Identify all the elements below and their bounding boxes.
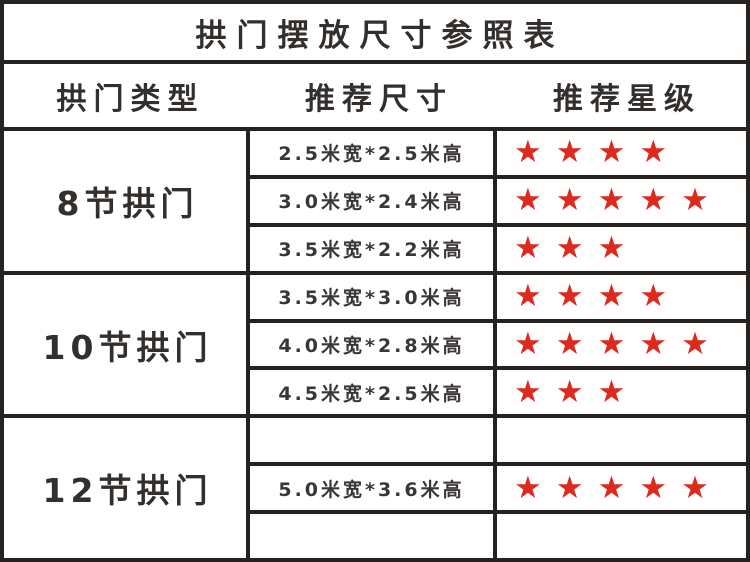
- section-10-joint-arch: 10节拱门 3.5米宽*3.0米高 ★★★★ 4.0米宽*2.8米高 ★★★★★…: [4, 274, 746, 419]
- star-rating: [497, 418, 746, 462]
- size-value: 3.5米宽*3.0米高: [250, 274, 497, 319]
- star-rating: ★★★★★: [514, 469, 723, 506]
- column-header-recommended-size: 推荐尺寸: [305, 81, 453, 117]
- size-value: [250, 418, 497, 463]
- table-row: [250, 418, 746, 467]
- size-value: 4.0米宽*2.8米高: [250, 322, 497, 367]
- table-title: 拱门摆放尺寸参照表: [4, 4, 746, 64]
- star-rating: ★★★: [514, 373, 640, 410]
- star-rating: ★★★★: [514, 134, 682, 171]
- star-rating: [497, 514, 746, 558]
- star-rating: ★★★★: [514, 278, 682, 315]
- table-header: 拱门类型 推荐尺寸 推荐星级: [4, 64, 746, 131]
- column-header-recommended-stars: 推荐星级: [553, 81, 701, 117]
- size-value: 3.0米宽*2.4米高: [250, 178, 497, 223]
- table-row: 3.5米宽*2.2米高 ★★★: [250, 226, 746, 271]
- size-value: 2.5米宽*2.5米高: [250, 131, 497, 175]
- table-row: 3.0米宽*2.4米高 ★★★★★: [250, 178, 746, 227]
- arch-type-label: 10节拱门: [4, 274, 250, 415]
- size-value: 5.0米宽*3.6米高: [250, 466, 497, 511]
- table-row: 4.5米宽*2.5米高 ★★★: [250, 370, 746, 415]
- table-row: [250, 514, 746, 559]
- star-rating: ★★★★★: [514, 326, 723, 362]
- arch-type-label: 8节拱门: [4, 131, 250, 271]
- star-rating: ★★★: [514, 230, 640, 267]
- arch-type-label: 12节拱门: [4, 418, 250, 559]
- table-row: 4.0米宽*2.8米高 ★★★★★: [250, 322, 746, 371]
- size-value: 3.5米宽*2.2米高: [250, 226, 497, 271]
- star-rating: ★★★★★: [514, 182, 723, 219]
- table-row: 3.5米宽*3.0米高 ★★★★: [250, 274, 746, 323]
- table-row: 2.5米宽*2.5米高 ★★★★: [250, 131, 746, 179]
- size-value: [250, 514, 497, 559]
- section-12-joint-arch: 12节拱门 5.0米宽*3.6米高 ★★★★★: [4, 418, 746, 559]
- size-value: 4.5米宽*2.5米高: [250, 370, 497, 415]
- table-row: 5.0米宽*3.6米高 ★★★★★: [250, 466, 746, 515]
- section-8-joint-arch: 8节拱门 2.5米宽*2.5米高 ★★★★ 3.0米宽*2.4米高 ★★★★★ …: [4, 131, 746, 275]
- table-body: 8节拱门 2.5米宽*2.5米高 ★★★★ 3.0米宽*2.4米高 ★★★★★ …: [4, 131, 746, 559]
- column-header-arch-type: 拱门类型: [56, 81, 205, 117]
